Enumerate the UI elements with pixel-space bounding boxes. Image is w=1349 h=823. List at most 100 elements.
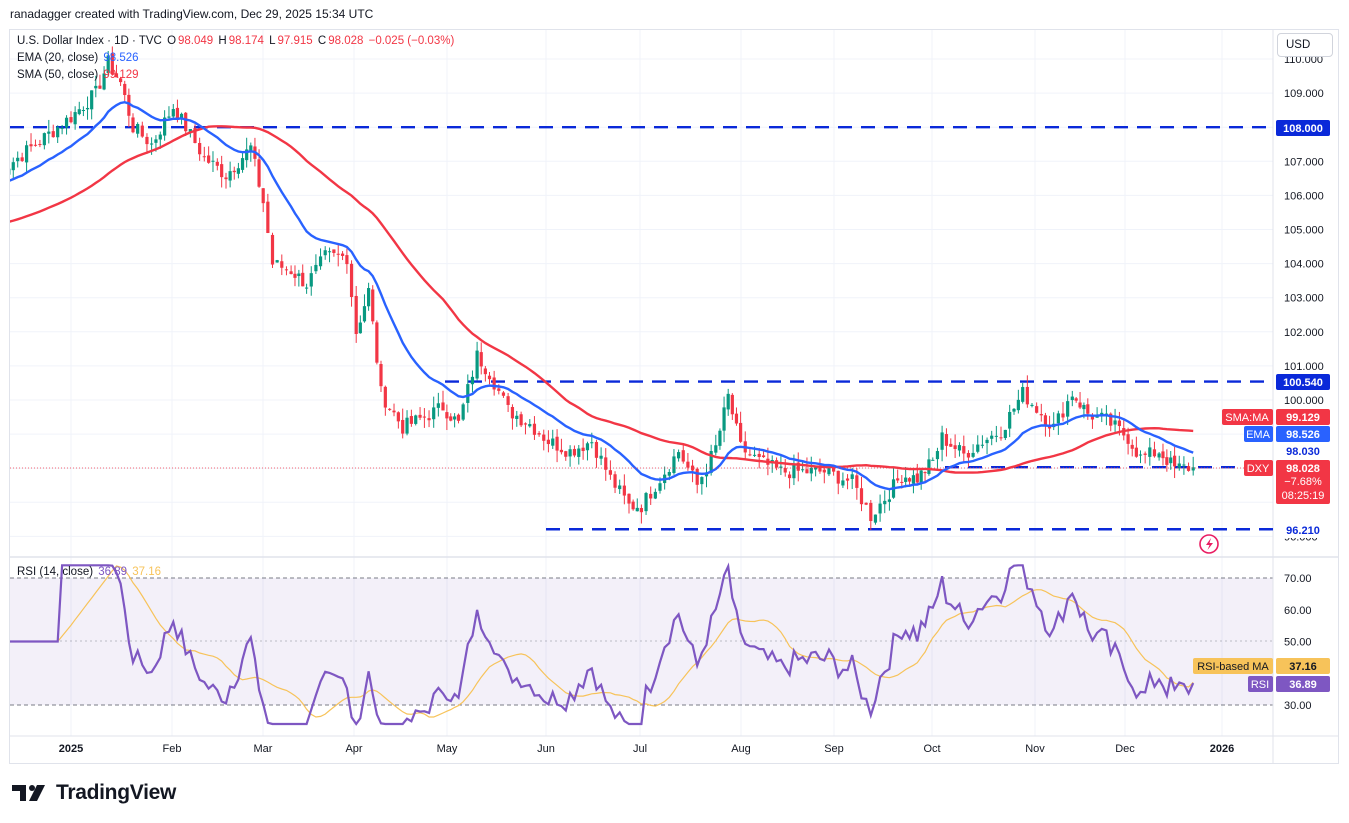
price-tick-label: 103.000 <box>1284 293 1324 305</box>
candle-body <box>1066 401 1070 417</box>
candle-body <box>980 444 984 446</box>
time-axis[interactable]: 2025 Feb Mar Apr May Jun Jul Aug Sep Oct Nov Dec 202… <box>59 743 1234 755</box>
candle-body <box>179 113 184 120</box>
candle-body <box>887 499 891 502</box>
economic-event-icon[interactable] <box>1199 534 1219 554</box>
time-tick-label: Dec <box>1115 743 1135 755</box>
ema-legend-label: EMA (20, close) <box>17 52 99 64</box>
price-tick-label: 102.000 <box>1284 327 1324 339</box>
candle-body <box>944 434 949 446</box>
dxy-badge: DXY 98.028 −7.68% 08:25:19 <box>1244 460 1330 504</box>
tradingview-logo-icon <box>12 785 45 801</box>
candle-body <box>971 452 975 457</box>
candle-body <box>371 289 375 322</box>
candle-body <box>354 295 358 334</box>
time-tick-label: Mar <box>254 743 273 755</box>
candle-body <box>236 168 240 174</box>
rsi-tick-label: 70.00 <box>1284 573 1312 585</box>
candle-body <box>24 145 29 163</box>
rsi-band <box>10 578 1273 705</box>
candle-body <box>709 450 713 473</box>
candle-body <box>726 393 730 410</box>
candle-body <box>379 364 383 387</box>
currency-button[interactable]: USD <box>1277 33 1333 57</box>
price-tick-label: 106.000 <box>1284 190 1324 202</box>
low-label: L <box>269 35 276 47</box>
price-tick-label: 107.000 <box>1284 156 1324 168</box>
candle-body <box>175 107 180 121</box>
rsi-axis[interactable]: 70.00 60.00 50.00 30.00 <box>1284 573 1312 712</box>
candle-body <box>1152 449 1157 457</box>
candle-body <box>336 253 340 255</box>
candle-body <box>761 455 766 458</box>
horizontal-levels <box>10 125 1273 531</box>
candle-body <box>796 462 800 471</box>
candle-body <box>158 134 162 140</box>
ema-legend[interactable]: EMA (20, close) 98.526 <box>17 52 141 64</box>
candle-body <box>367 288 371 307</box>
candle-body <box>604 457 608 470</box>
candle-body <box>1173 455 1177 467</box>
candle-body <box>401 419 405 434</box>
candle-body <box>90 90 94 110</box>
candle-body <box>1177 463 1181 468</box>
candle-body <box>327 251 332 253</box>
candle-body <box>466 384 470 403</box>
candle-body <box>627 493 631 504</box>
tradingview-logo[interactable]: TradingView <box>12 781 176 805</box>
candle-body <box>483 368 487 375</box>
candle-body <box>590 442 594 444</box>
candle-body <box>515 415 519 419</box>
candle-body <box>261 188 265 204</box>
candle-body <box>927 459 931 474</box>
time-tick-label: Feb <box>163 743 182 755</box>
candle-body <box>266 201 270 233</box>
level-label-96210: 96.210 <box>1286 525 1320 537</box>
candle-body <box>555 436 559 451</box>
candle-body <box>966 452 971 458</box>
candle-body <box>859 488 864 505</box>
rsi-legend[interactable]: RSI (14, close) 36.89 37.16 <box>17 566 163 578</box>
sma-legend[interactable]: SMA (50, close) 99.129 <box>17 69 141 81</box>
candle-body <box>289 271 293 275</box>
candle-body <box>119 78 123 83</box>
candle-body <box>690 465 695 471</box>
dxy-badge-price: 98.028 <box>1286 463 1320 475</box>
candle-body <box>136 124 140 134</box>
candle-body <box>883 500 887 505</box>
candle-body <box>801 469 805 471</box>
symbol-name[interactable]: U.S. Dollar Index · 1D · TVC <box>17 35 162 47</box>
ema-20-line <box>10 100 1194 491</box>
candle-body <box>919 470 923 483</box>
candle-body <box>1039 414 1043 416</box>
change-value: −0.025 (−0.03%) <box>368 35 455 47</box>
candle-body <box>193 128 197 143</box>
candle-body <box>714 445 718 453</box>
level-badge-96210: 96.210 <box>1276 522 1330 538</box>
candle-body <box>1134 447 1138 457</box>
open-value: 98.049 <box>178 35 214 47</box>
candle-body <box>305 287 309 289</box>
candle-body <box>827 467 831 475</box>
candle-body <box>167 116 171 118</box>
time-tick-label: May <box>437 743 458 755</box>
time-tick-label: Nov <box>1025 743 1045 755</box>
ema-badge: EMA 98.526 <box>1244 426 1330 442</box>
candle-body <box>953 445 957 450</box>
candle-body <box>1030 404 1034 406</box>
candle-body <box>275 260 279 263</box>
candle-body <box>1182 464 1186 466</box>
candle-body <box>479 352 483 367</box>
high-label: H <box>218 35 227 47</box>
price-axis[interactable]: 110.000 109.000 107.000 106.000 105.000 104.0… <box>1284 54 1324 543</box>
candle-body <box>249 145 253 151</box>
high-value: 98.174 <box>228 35 264 47</box>
candle-body <box>1090 415 1095 420</box>
candle-body <box>1078 402 1082 408</box>
level-badge-98030: 98.030 <box>1276 443 1330 459</box>
candle-body <box>757 453 761 457</box>
candle-body <box>47 131 51 134</box>
candle-body <box>957 445 962 451</box>
candle-body <box>224 177 228 180</box>
